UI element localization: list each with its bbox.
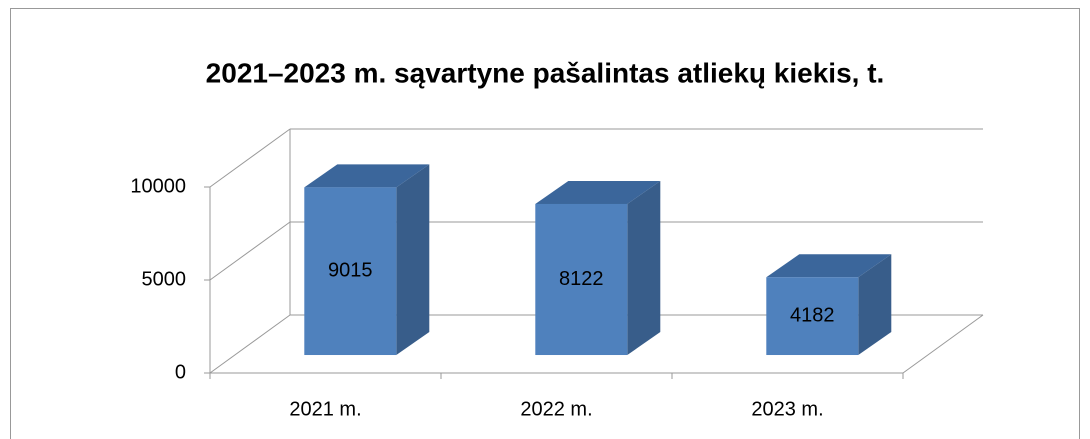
y-tick-label: 10000 xyxy=(130,175,186,197)
data-label: 8122 xyxy=(559,268,604,290)
floor-edge xyxy=(902,314,984,374)
grid-line xyxy=(209,314,291,374)
grid-line xyxy=(209,221,291,281)
y-tick-label: 0 xyxy=(175,361,186,383)
bar-top xyxy=(766,254,892,278)
x-tick-label: 2023 m. xyxy=(751,398,823,420)
bar xyxy=(304,187,397,356)
bar-side xyxy=(396,164,430,356)
bar xyxy=(766,277,859,356)
bar-side xyxy=(858,254,892,356)
data-label: 9015 xyxy=(328,259,373,281)
y-tick-label: 5000 xyxy=(142,268,187,290)
x-tick-label: 2022 m. xyxy=(520,398,592,420)
bar xyxy=(535,203,628,356)
bar-side xyxy=(627,180,661,356)
bar-top xyxy=(304,164,430,188)
data-label: 4182 xyxy=(790,304,835,326)
x-tick-label: 2021 m. xyxy=(289,398,361,420)
grid-line xyxy=(209,128,291,188)
bar-top xyxy=(535,180,661,204)
chart-title: 2021–2023 m. sąvartyne pašalintas atliek… xyxy=(206,57,885,88)
